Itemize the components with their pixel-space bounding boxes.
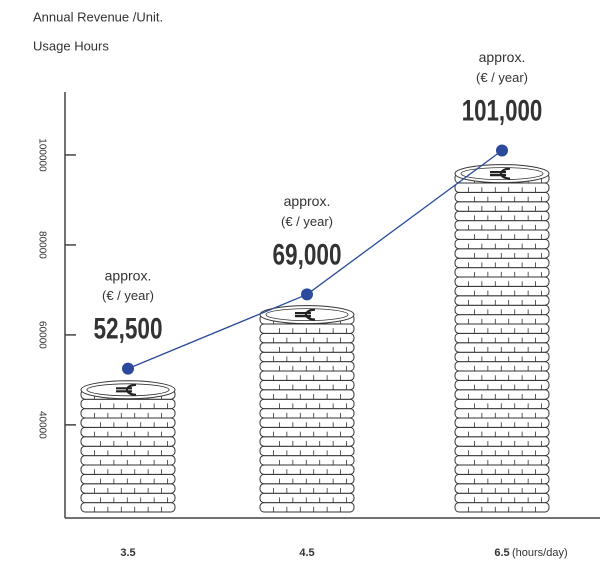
point: [122, 362, 134, 375]
coin: [454, 398, 550, 410]
coin-top-inner: [265, 308, 349, 322]
coin: [259, 417, 355, 428]
coin: [454, 238, 550, 250]
y-tick-label: 60000: [36, 321, 47, 349]
coin: [259, 361, 355, 372]
coin: [259, 426, 355, 438]
coin: [454, 285, 550, 297]
coin: [454, 351, 550, 363]
coin: [259, 445, 355, 457]
x-tick-label: 4.5: [299, 547, 314, 559]
coin: [80, 398, 176, 410]
coin: [80, 473, 176, 485]
coin: [80, 492, 176, 504]
coin: [454, 248, 550, 259]
coin: [454, 370, 550, 381]
euro-icon: [116, 383, 137, 396]
coin: [454, 182, 550, 193]
coin: [454, 220, 550, 231]
x-tick-label: 6.5: [494, 547, 509, 559]
euro-icon: [295, 308, 316, 321]
coin: [259, 398, 355, 410]
coin-stack: [80, 380, 176, 513]
y-tick-label: 80000: [36, 231, 47, 259]
coin: [454, 276, 550, 287]
coin-top-inner: [86, 383, 170, 397]
coin: [454, 445, 550, 457]
coin: [454, 417, 550, 428]
x-tick-label: 3.5: [120, 547, 135, 559]
coin: [454, 267, 550, 278]
coin: [259, 455, 355, 466]
value-label: 101,000: [462, 94, 543, 127]
coin: [259, 492, 355, 504]
coin: [454, 436, 550, 447]
value-note: approx.: [105, 267, 152, 283]
point: [496, 144, 508, 157]
coin: [454, 295, 550, 306]
coin: [454, 408, 550, 419]
value-unit: (€ / year): [476, 70, 528, 85]
coin: [454, 314, 550, 325]
coin: [454, 201, 550, 212]
coin: [454, 342, 550, 353]
coin: [259, 332, 355, 344]
coin: [259, 389, 355, 400]
coin: [454, 191, 550, 203]
point: [301, 288, 313, 301]
coin-top-inner: [460, 167, 544, 181]
x-axis-label: Usage Hours: [33, 38, 109, 53]
coin: [454, 426, 550, 438]
coin: [454, 323, 550, 334]
coin: [454, 304, 550, 316]
coin: [454, 379, 550, 391]
euro-icon: [490, 167, 511, 180]
coin: [259, 502, 355, 513]
coin: [454, 229, 550, 240]
coin: [454, 389, 550, 400]
coin: [259, 464, 355, 475]
coin: [80, 426, 176, 438]
coin: [259, 436, 355, 447]
coin: [454, 210, 550, 222]
value-unit: (€ / year): [102, 288, 154, 303]
coin-stack: [259, 305, 355, 513]
y-tick-label: 40000: [36, 411, 47, 439]
value-label: 52,500: [94, 313, 163, 346]
coin: [259, 342, 355, 353]
coin: [80, 408, 176, 419]
coin: [80, 436, 176, 447]
coin: [259, 473, 355, 485]
coin: [80, 502, 176, 513]
coin: [259, 483, 355, 494]
value-label: 69,000: [273, 238, 342, 271]
coin: [454, 492, 550, 504]
coin: [259, 351, 355, 363]
coin: [80, 417, 176, 428]
coin: [454, 257, 550, 269]
value-note: approx.: [479, 49, 526, 65]
coin: [259, 323, 355, 334]
coin: [259, 370, 355, 381]
coin-stack: [454, 164, 550, 513]
value-note: approx.: [284, 193, 331, 209]
coin: [454, 502, 550, 513]
coin: [80, 483, 176, 494]
chart-title: Annual Revenue /Unit.: [33, 9, 163, 24]
coin: [454, 464, 550, 475]
x-unit: (hours/day): [512, 547, 568, 559]
coin: [259, 379, 355, 391]
y-tick-label: 100000: [36, 138, 47, 172]
coin: [454, 361, 550, 372]
coin: [454, 483, 550, 494]
value-unit: (€ / year): [281, 214, 333, 229]
coin: [80, 455, 176, 466]
coin: [454, 332, 550, 344]
coin: [454, 473, 550, 485]
coin: [80, 464, 176, 475]
coin: [259, 408, 355, 419]
coin: [80, 445, 176, 457]
coin: [454, 455, 550, 466]
